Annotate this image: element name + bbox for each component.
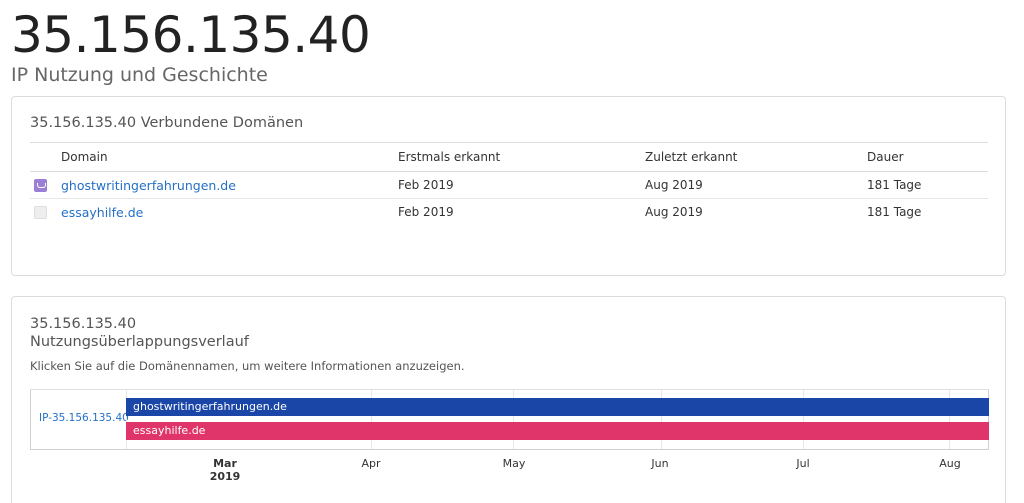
ip-title: 35.156.135.40 bbox=[11, 6, 371, 64]
timeline-gridline bbox=[371, 390, 372, 449]
timeline-gridline bbox=[661, 390, 662, 449]
domain-link-ghostwritingerfahrungen[interactable]: ghostwritingerfahrungen.de bbox=[61, 177, 236, 193]
page-subtitle: IP Nutzung und Geschichte bbox=[11, 64, 268, 86]
usage-timeline: IP-35.156.135.40 ghostwritingerfahrungen… bbox=[30, 389, 989, 450]
history-hint: Klicken Sie auf die Domänennamen, um wei… bbox=[30, 359, 465, 373]
purple-favicon-icon bbox=[34, 179, 47, 192]
timeline-gridline bbox=[513, 390, 514, 449]
timeline-bar-ghostwritingerfahrungen[interactable]: ghostwritingerfahrungen.de bbox=[126, 398, 989, 416]
connected-domains-title: 35.156.135.40 Verbundene Domänen bbox=[30, 115, 304, 131]
timeline-gridline bbox=[949, 390, 950, 449]
first-seen-cell: Feb 2019 bbox=[398, 171, 645, 199]
last-seen-cell: Aug 2019 bbox=[645, 171, 867, 199]
domains-table: Domain Erstmals erkannt Zuletzt erkannt … bbox=[30, 142, 988, 226]
table-row: ghostwritingerfahrungen.de Feb 2019 Aug … bbox=[30, 171, 988, 199]
col-domain: Domain bbox=[61, 142, 398, 172]
timeline-bar-essayhilfe[interactable]: essayhilfe.de bbox=[126, 422, 989, 440]
table-header-row: Domain Erstmals erkannt Zuletzt erkannt … bbox=[30, 142, 988, 172]
usage-history-card: 35.156.135.40 Nutzungsüberlappungsverlau… bbox=[11, 296, 1006, 503]
light-favicon-icon bbox=[34, 206, 47, 220]
duration-cell: 181 Tage bbox=[867, 171, 988, 199]
first-seen-cell: Feb 2019 bbox=[398, 205, 454, 220]
timeline-row-label[interactable]: IP-35.156.135.40 bbox=[39, 412, 129, 424]
axis-label-jun: Jun bbox=[651, 457, 669, 470]
timeline-gridline bbox=[126, 390, 127, 449]
axis-label-aug: Aug bbox=[939, 457, 961, 470]
axis-label-may: May bbox=[502, 457, 526, 470]
col-duration: Dauer bbox=[867, 142, 988, 172]
last-seen-cell: Aug 2019 bbox=[645, 205, 703, 220]
axis-label-apr: Apr bbox=[361, 457, 381, 470]
col-last-seen: Zuletzt erkannt bbox=[645, 142, 867, 172]
history-title-ip: 35.156.135.40 bbox=[30, 316, 137, 332]
history-title: Nutzungsüberlappungsverlauf bbox=[30, 334, 249, 350]
domain-link-essayhilfe[interactable]: essayhilfe.de bbox=[61, 204, 144, 220]
timeline-gridline bbox=[803, 390, 804, 449]
axis-label-jul: Jul bbox=[796, 457, 810, 470]
table-row: essayhilfe.de Feb 2019 Aug 2019 181 Tage bbox=[30, 199, 988, 226]
connected-domains-card: 35.156.135.40 Verbundene Domänen Domain … bbox=[11, 96, 1006, 276]
axis-label-mar: Mar 2019 bbox=[209, 457, 241, 483]
col-first-seen: Erstmals erkannt bbox=[398, 142, 645, 172]
duration-cell: 181 Tage bbox=[867, 205, 922, 220]
